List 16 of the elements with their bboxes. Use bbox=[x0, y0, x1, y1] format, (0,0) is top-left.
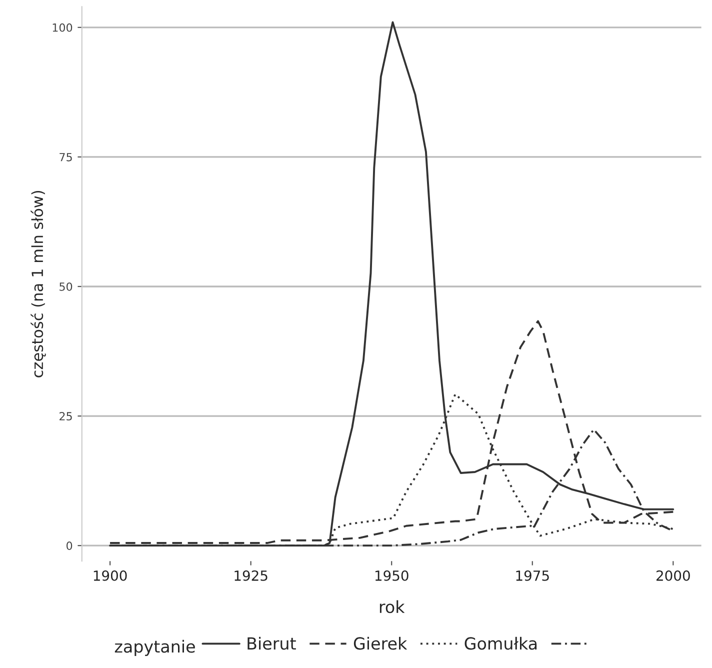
y-axis-title: częstość (na 1 mln słów) bbox=[30, 190, 46, 378]
y-tick-label: 50 bbox=[60, 282, 72, 291]
y-tick-label: 0 bbox=[66, 542, 72, 550]
legend-label: Bierut bbox=[248, 636, 296, 650]
legend-label: Gomułka bbox=[464, 636, 537, 650]
y-tick-label: 75 bbox=[60, 153, 72, 162]
x-tick-label: 2000 bbox=[656, 570, 690, 581]
x-tick-label: 1975 bbox=[516, 570, 549, 581]
y-tick-label: 25 bbox=[60, 412, 72, 420]
x-tick-label: 1950 bbox=[375, 570, 408, 581]
y-tick-label: 100 bbox=[52, 23, 72, 32]
x-axis-title: rok bbox=[380, 600, 405, 614]
legend-title: zapytanie bbox=[114, 640, 195, 656]
x-tick-label: 1900 bbox=[94, 570, 127, 581]
legend-label: Gierek bbox=[354, 636, 408, 650]
x-tick-label: 1925 bbox=[234, 570, 268, 581]
